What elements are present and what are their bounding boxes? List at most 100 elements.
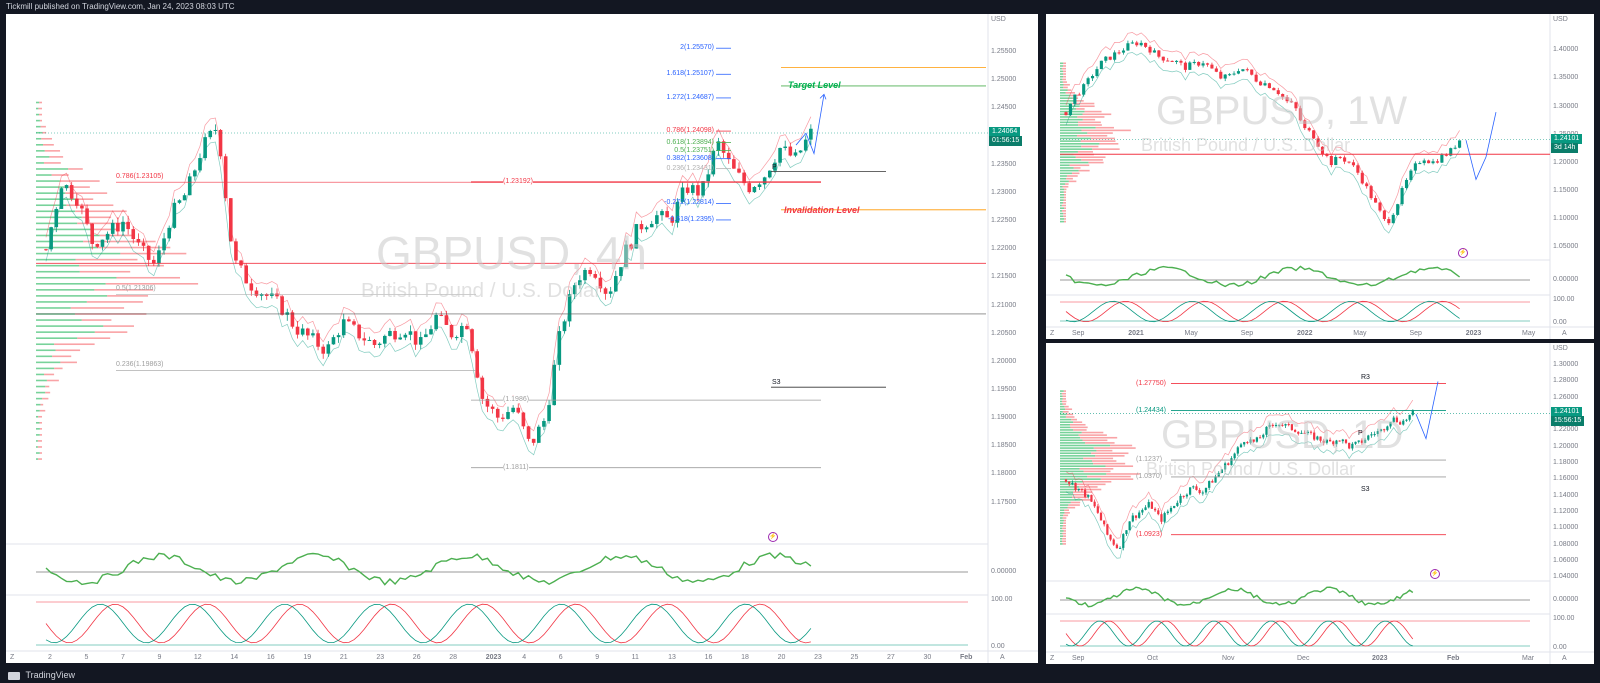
- countdown-tag: 15:56:15: [1551, 416, 1585, 427]
- volume-profile-bar: [1060, 439, 1083, 442]
- candle-body: [1150, 502, 1154, 509]
- chart-panel-4h[interactable]: 1.255001.250001.245001.240001.235001.230…: [6, 14, 1038, 663]
- candle-body: [388, 330, 392, 336]
- volume-profile-bar: [1082, 113, 1112, 116]
- volume-profile-bar: [1060, 143, 1100, 145]
- candle-body: [1341, 439, 1344, 442]
- candle-body: [383, 335, 387, 344]
- volume-profile-bar: [1060, 134, 1077, 137]
- volume-profile-bar: [1061, 67, 1066, 70]
- candle-body: [1095, 69, 1099, 77]
- time-tick-label: Sep: [1072, 330, 1085, 337]
- volume-profile-bar: [1060, 118, 1083, 121]
- volume-profile-bar: [1061, 400, 1067, 403]
- candle-body: [1281, 424, 1284, 426]
- chart-svg: [6, 14, 1038, 663]
- candle-body: [629, 244, 633, 249]
- volume-profile-bar: [107, 295, 149, 297]
- upper-band-line: [45, 116, 812, 432]
- volume-profile-bar: [1062, 185, 1069, 188]
- volume-profile-bar: [1063, 535, 1066, 537]
- candle-body: [1103, 520, 1106, 525]
- volume-profile-bar: [79, 270, 131, 273]
- volume-profile-bar: [1062, 65, 1066, 67]
- left-fib-label: 0.5(1.21306): [116, 285, 156, 293]
- fib-level-label: 1.618(1.25107): [666, 70, 714, 78]
- price-tick-label: 1.05000: [1553, 242, 1579, 250]
- candle-body: [1444, 154, 1448, 156]
- time-tick-label: Mar: [1522, 655, 1535, 662]
- candle-body: [1252, 439, 1255, 442]
- volume-profile-bar: [36, 276, 117, 279]
- candle-body: [1373, 434, 1376, 436]
- candle-body: [59, 188, 64, 209]
- candle-body: [557, 331, 562, 365]
- volume-profile-bar: [1060, 403, 1063, 405]
- candle-body: [1201, 63, 1205, 66]
- footer-brand: TradingView: [25, 670, 76, 680]
- volume-profile-bar: [38, 107, 42, 110]
- candle-body: [716, 141, 721, 151]
- candle-body: [198, 158, 202, 171]
- volume-profile-bar: [116, 276, 181, 279]
- candle-body: [80, 205, 84, 209]
- price-tick-label: 1.14000: [1553, 491, 1579, 499]
- oscillator-line: [1065, 265, 1461, 288]
- candle-body: [1185, 494, 1189, 497]
- projection-arrow: [1415, 381, 1439, 440]
- volume-profile-bar: [1060, 220, 1064, 223]
- a-icon: A: [1562, 655, 1567, 662]
- candle-body: [660, 211, 664, 216]
- chart-panel-1d[interactable]: 1.300001.280001.260001.240001.220001.200…: [1046, 343, 1594, 664]
- volume-profile-bar: [103, 325, 134, 327]
- volume-profile-bar: [1063, 199, 1066, 201]
- candle-body: [295, 326, 300, 335]
- candle-body: [1197, 61, 1201, 66]
- candle-body: [1138, 512, 1141, 518]
- volume-profile-bar: [1065, 408, 1073, 411]
- volume-profile-bar: [42, 131, 47, 134]
- candle-body: [54, 208, 59, 228]
- time-tick-label: 16: [266, 654, 275, 661]
- candle-body: [696, 185, 700, 196]
- volume-profile-bar: [1060, 215, 1064, 218]
- candle-body: [665, 211, 669, 218]
- volume-profile-bar: [45, 385, 50, 388]
- volume-profile-bar: [39, 428, 42, 430]
- volume-profile-bar: [1063, 519, 1066, 522]
- volume-profile-bar: [1060, 73, 1064, 75]
- candle-body: [208, 130, 213, 138]
- time-tick-label: 18: [741, 654, 749, 661]
- indicator-tick-label: 0.00000: [1553, 276, 1579, 283]
- price-tick-label: 1.06000: [1553, 557, 1579, 565]
- volume-profile-bar: [1066, 175, 1078, 177]
- candle-body: [1068, 103, 1072, 116]
- candle-body: [203, 137, 207, 159]
- candle-body: [439, 314, 444, 316]
- volume-profile-bar: [1060, 108, 1077, 110]
- stoch-line: [45, 603, 811, 644]
- volume-profile-bar: [1060, 207, 1065, 209]
- pivot-label: P: [772, 163, 777, 171]
- volume-profile-bar: [1060, 140, 1081, 142]
- candle-body: [75, 198, 79, 206]
- volume-profile-bar: [1060, 89, 1068, 91]
- candle-body: [768, 170, 772, 178]
- candle-body: [1284, 424, 1287, 426]
- time-tick-label: 9: [595, 654, 600, 661]
- candle-body: [275, 293, 279, 297]
- volume-profile-bar: [1064, 207, 1066, 209]
- volume-profile-bar: [1067, 506, 1076, 509]
- candle-body: [1306, 431, 1309, 434]
- indicator-tick-label: 0.00000: [991, 568, 1017, 575]
- price-tick-label: 1.17500: [991, 498, 1017, 506]
- candle-body: [352, 321, 356, 325]
- candle-body: [157, 250, 161, 264]
- volume-profile-bar: [1060, 519, 1064, 522]
- volume-profile-bar: [1060, 449, 1097, 452]
- volume-profile-bar: [75, 198, 94, 200]
- candle-body: [1071, 482, 1074, 484]
- chart-panel-1w[interactable]: 1.400001.350001.300001.250001.200001.150…: [1046, 14, 1594, 339]
- volume-profile-bar: [1084, 110, 1102, 113]
- candle-body: [1376, 431, 1379, 435]
